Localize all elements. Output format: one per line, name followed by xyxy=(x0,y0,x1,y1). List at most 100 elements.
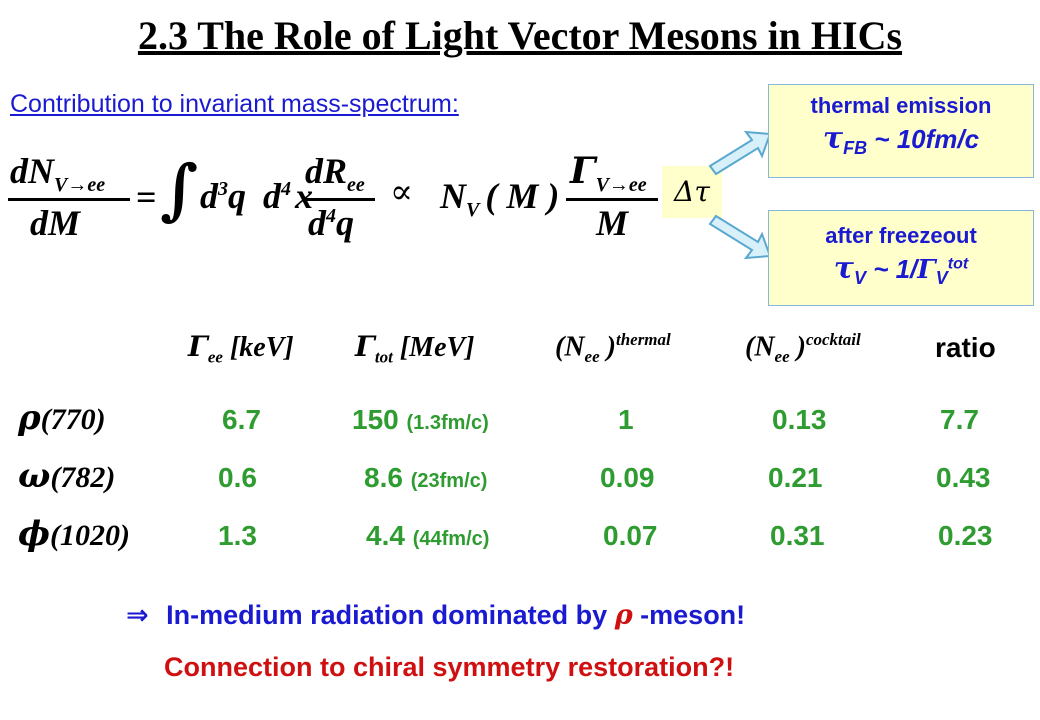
gamma-fraction-bar xyxy=(566,198,658,201)
freezeout-box: after freezeout τV ~ 1/ΓVtot xyxy=(768,210,1034,306)
gamma-sup: tot xyxy=(947,255,969,273)
header-nee-thermal-sup: thermal xyxy=(615,330,671,349)
conclusion-rho: ρ xyxy=(614,600,633,631)
gamma-num-main: Γ xyxy=(570,150,596,192)
header-gamma-tot: Γtot [MeV] xyxy=(355,330,475,368)
cell-ratio: 0.23 xyxy=(938,520,993,551)
rhs-num-sub: ee xyxy=(347,174,365,197)
cell-gamma-ee: 1.3 xyxy=(218,520,257,551)
cell-gamma-tot-value: 8.6 xyxy=(364,462,403,493)
cell-ratio: 0.43 xyxy=(936,462,991,493)
rhs-denominator: d4q xyxy=(308,202,354,244)
cell-thermal: 1 xyxy=(618,404,634,435)
freezeout-value: ~ 1/ xyxy=(865,254,918,284)
arrows xyxy=(708,130,772,260)
header-nee-cocktail-open: (N xyxy=(745,331,775,363)
d4x-x: x xyxy=(295,176,313,216)
cell-gamma-tot: 150 (1.3fm/c) xyxy=(352,404,489,436)
gamma-denominator: M xyxy=(596,203,629,243)
rhs-den-q: q xyxy=(336,203,354,243)
cell-ratio: 7.7 xyxy=(940,404,979,435)
d3q-exp: 3 xyxy=(218,178,228,200)
header-gamma-ee-symbol: Γ xyxy=(188,330,208,363)
thermal-emission-label: thermal emission xyxy=(810,93,992,118)
header-gamma-ee-unit: [keV] xyxy=(222,332,294,363)
gamma-numerator: ΓV→ee xyxy=(570,150,647,197)
row-symbol: ρ xyxy=(18,398,41,438)
d3q: d3q d4 x xyxy=(200,175,313,217)
cell-gamma-ee: 0.6 xyxy=(218,462,257,493)
subtitle: Contribution to invariant mass-spectrum: xyxy=(10,90,459,118)
cell-cocktail: 0.31 xyxy=(770,520,825,551)
row-label-rho: ρ(770) xyxy=(18,398,106,438)
d3q-q: q xyxy=(228,176,246,216)
cell-lifetime: (44fm/c) xyxy=(412,528,490,550)
implies-arrow-icon: ⇒ xyxy=(126,600,149,631)
header-nee-thermal: (Nee )thermal xyxy=(555,330,671,367)
thermal-emission-value: ~ 10fm/c xyxy=(867,124,980,154)
arrow-down-icon xyxy=(708,214,772,260)
rhs-numerator: dRee xyxy=(305,150,365,197)
header-nee-thermal-sub: ee xyxy=(584,346,600,366)
nv-term: NV( M ) xyxy=(440,175,559,222)
lhs-fraction-bar xyxy=(8,198,130,201)
cell-gamma-tot: 8.6 (23fm/c) xyxy=(364,462,487,494)
conclusion-text-2: -meson! xyxy=(632,600,746,630)
gamma-num-sub: V→ee xyxy=(595,174,647,197)
cell-cocktail: 0.21 xyxy=(768,462,823,493)
cell-gamma-tot-value: 4.4 xyxy=(366,520,405,551)
row-symbol: ϕ xyxy=(18,514,51,554)
tau-sub: FB xyxy=(843,138,868,159)
conclusion-text-1: In-medium radiation dominated by xyxy=(166,600,615,630)
nv-main: N xyxy=(440,176,466,216)
cell-thermal: 0.09 xyxy=(600,462,655,493)
cell-gamma-tot: 4.4 (44fm/c) xyxy=(366,520,489,552)
header-nee-cocktail: (Nee )cocktail xyxy=(745,330,861,367)
lhs-denominator: dM xyxy=(30,203,81,243)
freezeout-formula: τV ~ 1/ΓVtot xyxy=(769,251,1033,289)
equals-sign: = xyxy=(136,177,157,217)
conclusion-line-2: Connection to chiral symmetry restoratio… xyxy=(164,652,735,682)
header-gamma-tot-unit: [MeV] xyxy=(392,332,475,363)
nv-sub: V xyxy=(466,199,480,222)
lhs-numerator: dNV→ee xyxy=(10,150,105,197)
conclusion-line-1: ⇒ In-medium radiation dominated by ρ -me… xyxy=(126,600,745,631)
cell-gamma-ee: 6.7 xyxy=(222,404,261,435)
gamma-sub: V xyxy=(935,268,948,289)
delta-tau-box: Δτ xyxy=(662,166,722,218)
row-mass: (782) xyxy=(50,461,116,494)
header-gamma-ee-sub: ee xyxy=(207,347,223,367)
row-mass: (1020) xyxy=(50,519,130,552)
nv-arg: ( M ) xyxy=(485,176,560,216)
thermal-emission-box: thermal emission τFB ~ 10fm/c xyxy=(768,84,1034,178)
tau-symbol: τ xyxy=(822,121,844,156)
header-gamma-ee: Γee [keV] xyxy=(188,330,294,368)
rhs-num-main: dR xyxy=(305,151,348,191)
header-gamma-tot-symbol: Γ xyxy=(355,330,375,363)
cell-thermal: 0.07 xyxy=(603,520,658,551)
cell-gamma-tot-value: 150 xyxy=(352,404,399,435)
thermal-emission-formula: τFB ~ 10fm/c xyxy=(769,121,1033,159)
header-ratio: ratio xyxy=(935,332,996,363)
cell-lifetime: (1.3fm/c) xyxy=(406,412,489,434)
rhs-den-exp: 4 xyxy=(326,205,336,227)
row-symbol: ω xyxy=(18,456,51,496)
cell-cocktail: 0.13 xyxy=(772,404,827,435)
header-gamma-tot-sub: tot xyxy=(374,347,393,367)
tau-sub: V xyxy=(853,268,866,289)
header-nee-cocktail-close: ) xyxy=(789,331,806,363)
row-label-omega: ω(782) xyxy=(18,456,115,496)
cell-lifetime: (23fm/c) xyxy=(410,470,488,492)
rhs-den-d: d xyxy=(308,203,326,243)
freezeout-label: after freezeout xyxy=(825,223,977,248)
row-mass: (770) xyxy=(40,403,106,436)
lhs-num-main: dN xyxy=(10,151,54,191)
header-nee-thermal-open: (N xyxy=(555,331,585,363)
d4x-d: d xyxy=(263,176,281,216)
gamma-symbol: Γ xyxy=(917,255,936,285)
d3q-d: d xyxy=(200,176,218,216)
proportional-sign: ∝ xyxy=(390,172,414,212)
integral-sign: ∫ xyxy=(160,150,199,228)
header-nee-cocktail-sup: cocktail xyxy=(805,330,861,349)
arrow-up-icon xyxy=(708,130,772,176)
